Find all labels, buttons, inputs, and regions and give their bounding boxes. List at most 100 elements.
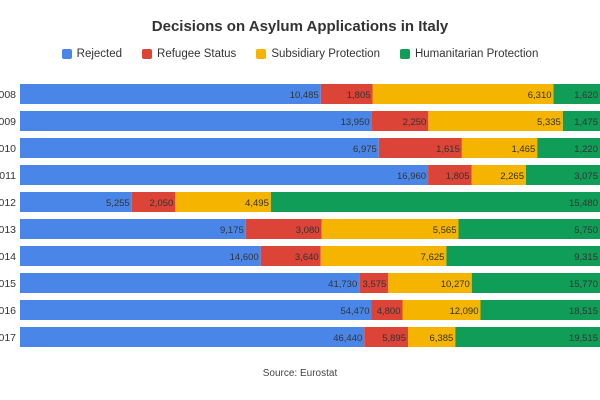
value-label-refugee-status-2016: 4,800 <box>377 306 401 317</box>
bar-subsidiary-protection-2016[interactable] <box>402 300 481 320</box>
value-label-humanitarian-protection-2016: 18,515 <box>569 306 598 317</box>
legend-item-rejected[interactable]: Rejected <box>61 48 123 60</box>
legend-swatch-humanitarian-protection <box>399 49 410 59</box>
bar-subsidiary-protection-2013[interactable] <box>321 219 459 239</box>
legend-item-refugee-status[interactable]: Refugee Status <box>142 48 236 60</box>
chart-source: Source: Eurostat <box>262 368 338 379</box>
value-label-subsidiary-protection-2014: 7,625 <box>421 252 445 263</box>
value-label-refugee-status-2010: 1,615 <box>436 144 460 155</box>
bar-rejected-2008[interactable] <box>20 84 321 104</box>
value-label-refugee-status-2015: 3,575 <box>363 279 387 290</box>
bar-refugee-status-2011[interactable] <box>428 165 472 185</box>
value-label-refugee-status-2013: 3,080 <box>296 225 320 236</box>
bar-subsidiary-protection-2015[interactable] <box>388 273 472 293</box>
bar-humanitarian-protection-2008[interactable] <box>553 84 600 104</box>
bar-refugee-status-2012[interactable] <box>131 192 176 212</box>
bar-refugee-status-2013[interactable] <box>245 219 322 239</box>
category-label-2017: 2017 <box>0 332 16 344</box>
legend-label-rejected: Rejected <box>76 48 123 60</box>
bar-refugee-status-2015[interactable] <box>359 273 389 293</box>
bar-rejected-2016[interactable] <box>20 300 372 320</box>
bar-humanitarian-protection-2011[interactable] <box>526 165 600 185</box>
value-label-subsidiary-protection-2016: 12,090 <box>449 306 478 317</box>
bar-rejected-2014[interactable] <box>20 246 261 266</box>
bar-rejected-2011[interactable] <box>20 165 429 185</box>
value-label-rejected-2010: 6,975 <box>353 144 377 155</box>
legend-swatch-rejected <box>61 49 72 59</box>
value-label-rejected-2016: 54,470 <box>340 306 369 317</box>
bar-refugee-status-2008[interactable] <box>320 84 373 104</box>
chart-title: Decisions on Asylum Applications in Ital… <box>151 18 449 35</box>
value-label-rejected-2013: 9,175 <box>220 225 244 236</box>
value-label-subsidiary-protection-2011: 2,265 <box>500 171 524 182</box>
value-label-refugee-status-2014: 3,640 <box>295 252 319 263</box>
value-label-subsidiary-protection-2017: 6,385 <box>430 333 454 344</box>
bar-humanitarian-protection-2012[interactable] <box>270 192 600 212</box>
bar-subsidiary-protection-2008[interactable] <box>372 84 554 104</box>
value-label-subsidiary-protection-2008: 6,310 <box>528 90 552 101</box>
value-label-rejected-2015: 41,730 <box>328 279 357 290</box>
bar-humanitarian-protection-2013[interactable] <box>458 219 600 239</box>
bar-humanitarian-protection-2017[interactable] <box>455 327 600 347</box>
bar-rejected-2015[interactable] <box>20 273 360 293</box>
value-label-humanitarian-protection-2011: 3,075 <box>574 171 598 182</box>
value-label-humanitarian-protection-2008: 1,620 <box>574 90 598 101</box>
value-label-rejected-2017: 46,440 <box>333 333 362 344</box>
value-label-humanitarian-protection-2017: 19,515 <box>569 333 598 344</box>
category-label-2014: 2014 <box>0 251 16 263</box>
bar-humanitarian-protection-2009[interactable] <box>562 111 600 131</box>
legend-item-humanitarian-protection[interactable]: Humanitarian Protection <box>399 48 539 60</box>
value-label-humanitarian-protection-2013: 5,750 <box>574 225 598 236</box>
bar-refugee-status-2017[interactable] <box>364 327 408 347</box>
value-label-humanitarian-protection-2015: 15,770 <box>569 279 598 290</box>
legend-swatch-refugee-status <box>142 49 153 59</box>
value-label-humanitarian-protection-2010: 1,220 <box>574 144 598 155</box>
value-label-rejected-2014: 14,600 <box>230 252 259 263</box>
bar-rejected-2013[interactable] <box>20 219 246 239</box>
value-label-refugee-status-2012: 2,050 <box>150 198 174 209</box>
bar-subsidiary-protection-2009[interactable] <box>428 111 563 131</box>
category-label-2011: 2011 <box>0 170 16 182</box>
bar-humanitarian-protection-2015[interactable] <box>471 273 600 293</box>
bar-rejected-2017[interactable] <box>20 327 365 347</box>
legend-label-refugee-status: Refugee Status <box>157 48 237 60</box>
bar-subsidiary-protection-2010[interactable] <box>461 138 538 158</box>
value-label-subsidiary-protection-2015: 10,270 <box>441 279 470 290</box>
legend-label-humanitarian-protection: Humanitarian Protection <box>414 48 539 60</box>
category-label-2013: 2013 <box>0 224 16 236</box>
bar-refugee-status-2010[interactable] <box>378 138 462 158</box>
category-label-2012: 2012 <box>0 197 16 209</box>
bar-subsidiary-protection-2012[interactable] <box>175 192 271 212</box>
bar-rejected-2012[interactable] <box>20 192 132 212</box>
category-label-2010: 2010 <box>0 143 16 155</box>
legend-item-subsidiary-protection[interactable]: Subsidiary Protection <box>256 48 380 60</box>
bar-humanitarian-protection-2014[interactable] <box>446 246 600 266</box>
value-label-subsidiary-protection-2012: 4,495 <box>245 198 269 209</box>
bar-humanitarian-protection-2016[interactable] <box>480 300 600 320</box>
bar-subsidiary-protection-2017[interactable] <box>407 327 456 347</box>
bar-rejected-2009[interactable] <box>20 111 372 131</box>
value-label-refugee-status-2011: 1,805 <box>446 171 470 182</box>
bar-refugee-status-2016[interactable] <box>371 300 403 320</box>
bar-humanitarian-protection-2010[interactable] <box>537 138 600 158</box>
value-label-subsidiary-protection-2010: 1,465 <box>511 144 535 155</box>
bar-rejected-2010[interactable] <box>20 138 379 158</box>
value-label-humanitarian-protection-2014: 9,315 <box>574 252 598 263</box>
bar-refugee-status-2014[interactable] <box>260 246 321 266</box>
value-label-refugee-status-2009: 2,250 <box>403 117 427 128</box>
bar-subsidiary-protection-2011[interactable] <box>471 165 527 185</box>
bar-refugee-status-2009[interactable] <box>371 111 429 131</box>
chart-legend: Rejected Refugee Status Subsidiary Prote… <box>0 48 600 60</box>
value-label-rejected-2011: 16,960 <box>397 171 426 182</box>
value-label-rejected-2008: 10,485 <box>290 90 319 101</box>
bar-subsidiary-protection-2014[interactable] <box>320 246 447 266</box>
category-label-2009: 2009 <box>0 116 16 128</box>
value-label-refugee-status-2008: 1,805 <box>347 90 371 101</box>
value-label-subsidiary-protection-2009: 5,335 <box>537 117 561 128</box>
legend-swatch-subsidiary-protection <box>256 49 267 59</box>
category-label-2008: 2008 <box>0 89 16 101</box>
legend-label-subsidiary-protection: Subsidiary Protection <box>271 48 380 60</box>
value-label-refugee-status-2017: 5,895 <box>382 333 406 344</box>
value-label-humanitarian-protection-2012: 15,480 <box>569 198 598 209</box>
